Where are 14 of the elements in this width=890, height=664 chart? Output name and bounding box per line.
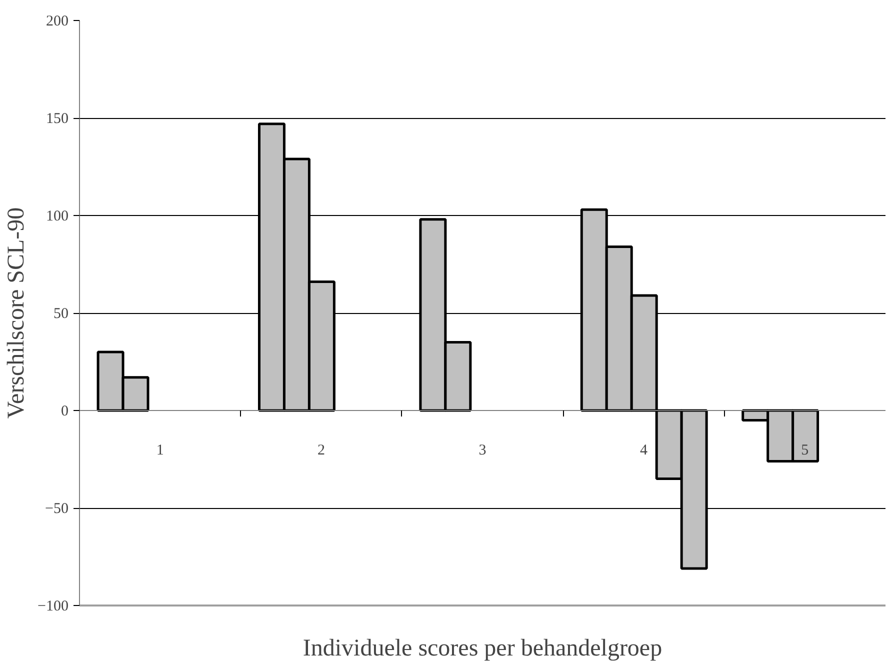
y-tick-label: 100 <box>46 208 68 224</box>
x-axis-title: Individuele scores per behandelgroep <box>302 636 662 662</box>
y-tick-label: 150 <box>46 111 68 127</box>
x-tick-label: 1 <box>156 442 164 458</box>
y-tick-label: 0 <box>61 404 68 420</box>
x-tick-label: 3 <box>478 442 486 458</box>
y-tick-label: −100 <box>38 598 69 614</box>
y-tick-label: 50 <box>54 306 68 322</box>
x-tick-label: 5 <box>801 442 809 458</box>
y-axis-title: Verschilscore SCL-90 <box>4 207 30 419</box>
y-tick-label: 200 <box>46 14 68 30</box>
y-tick-label: −50 <box>45 501 69 517</box>
x-tick-label: 2 <box>318 442 326 458</box>
x-tick-label: 4 <box>640 442 648 458</box>
